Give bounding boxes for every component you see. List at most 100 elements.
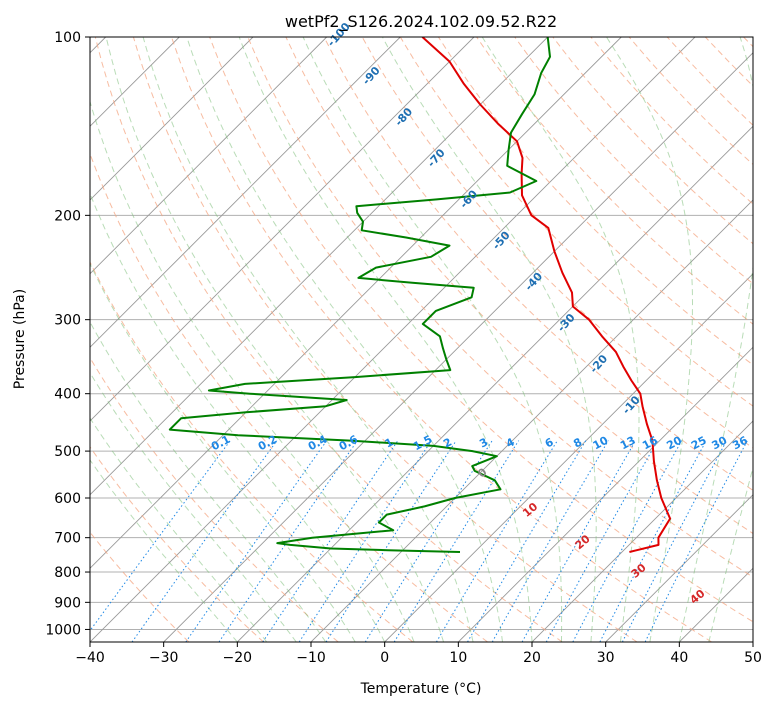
- moist-adiabat-line: [142, 37, 474, 642]
- plot-frame: [89, 36, 754, 643]
- y-tick-label: 400: [54, 387, 81, 403]
- mixing-ratio-label: 36: [730, 434, 750, 453]
- isotherm-line: [90, 37, 254, 201]
- x-axis-label: Temperature (°C): [360, 681, 482, 697]
- dry-adiabat-line: [90, 356, 339, 642]
- dewpoint-profile-line: [168, 37, 551, 553]
- isotherm-line: [90, 37, 401, 348]
- x-tick-label: −20: [223, 650, 253, 666]
- moist-adiabat-line: [90, 262, 356, 642]
- mixing-ratio-line: [491, 440, 609, 642]
- mixing-ratio-line: [185, 440, 328, 642]
- moist-adiabat-line: [678, 37, 753, 642]
- x-axis-ticks: −40 −30 −20 −10 0 10 20 30 40 50: [75, 642, 762, 666]
- x-tick-label: 40: [670, 650, 688, 666]
- y-tick-label: 300: [54, 313, 81, 329]
- mixing-ratio-line: [467, 440, 587, 642]
- mixing-ratio-line: [521, 440, 637, 642]
- mixing-ratio-label: 16: [640, 434, 660, 453]
- mixing-ratio-line: [644, 440, 748, 642]
- dry-adiabat-line: [476, 37, 753, 325]
- dry-adiabat-line: [323, 37, 753, 491]
- y-tick-label: 200: [54, 208, 81, 224]
- mixing-ratio-label: 30: [710, 434, 730, 453]
- x-tick-label: 30: [597, 650, 615, 666]
- moist-adiabat-line: [90, 459, 238, 642]
- x-tick-label: 10: [449, 650, 467, 666]
- dry-adiabat-line: [90, 446, 264, 642]
- moist-adiabat-line: [302, 37, 563, 642]
- chart-title: wetPf2_S126.2024.102.09.52.R22: [285, 12, 557, 32]
- isotherm-lines: [90, 37, 753, 642]
- moist-adiabat-line: [708, 465, 753, 642]
- x-tick-label: 0: [380, 650, 389, 666]
- isotherm-line: [90, 37, 549, 496]
- dry-adiabat-line: [209, 37, 753, 623]
- moist-adiabat-lines: [90, 37, 753, 642]
- moist-adiabat-line: [186, 37, 503, 642]
- y-tick-label: 900: [54, 595, 81, 611]
- x-tick-label: 20: [523, 650, 541, 666]
- profile-lines: [168, 37, 672, 553]
- y-tick-label: 700: [54, 531, 81, 547]
- y-tick-label: 800: [54, 565, 81, 581]
- y-axis-ticks: 100 200 300 400 500 600 700 800 900 1000: [45, 30, 90, 638]
- isotherm-line: [384, 273, 753, 642]
- moist-adiabat-line: [481, 37, 640, 642]
- moist-adiabat-line: [90, 371, 297, 642]
- mixing-ratio-line: [325, 440, 457, 642]
- y-tick-label: 500: [54, 444, 81, 460]
- isotherm-line: [605, 494, 753, 642]
- mixing-ratio-label: 10: [591, 434, 611, 453]
- mixing-ratio-line: [364, 440, 493, 642]
- mixing-ratio-line: [90, 440, 231, 632]
- y-tick-label: 100: [54, 30, 81, 46]
- x-tick-label: −10: [296, 650, 326, 666]
- moist-adiabat-line: [90, 192, 386, 642]
- dry-adiabat-line: [132, 37, 638, 642]
- mixing-ratio-line: [262, 440, 399, 642]
- dry-adiabat-line: [285, 37, 753, 535]
- isotherm-line: [90, 37, 622, 569]
- mixing-ratio-label: 25: [689, 434, 709, 453]
- moist-adiabat-line: [90, 99, 415, 642]
- mixing-ratio-label: 20: [664, 434, 684, 453]
- isotherm-line: [90, 37, 475, 422]
- mixing-ratio-line: [545, 440, 659, 642]
- x-tick-label: −30: [149, 650, 179, 666]
- mixing-ratio-line: [435, 440, 558, 642]
- temperature-profile-line: [421, 37, 672, 553]
- dry-adiabat-line: [94, 37, 563, 642]
- mixing-ratio-line: [572, 440, 683, 642]
- dry-adiabat-line: [90, 260, 414, 642]
- dry-adiabat-lines: [90, 37, 753, 642]
- isotherm-line: [90, 37, 328, 275]
- moist-adiabat-line: [381, 37, 597, 642]
- dry-adiabat-line: [247, 37, 753, 578]
- isotherm-line: [531, 420, 753, 642]
- mixing-ratio-line: [298, 440, 432, 642]
- y-tick-label: 600: [54, 491, 81, 507]
- mixing-ratio-line: [131, 440, 278, 642]
- y-tick-label: 1000: [45, 622, 81, 638]
- mixing-ratio-line: [393, 440, 520, 642]
- mixing-ratio-label: 13: [618, 434, 638, 453]
- isotherm-line: [163, 52, 753, 642]
- isobar-gridlines: [90, 37, 753, 630]
- dry-adiabat-line: [171, 37, 712, 642]
- moist-adiabat-line: [90, 417, 268, 642]
- moist-adiabat-line: [105, 37, 445, 642]
- moist-adiabat-line: [606, 37, 693, 642]
- x-tick-label: −40: [75, 650, 105, 666]
- x-tick-label: 50: [744, 650, 762, 666]
- moist-adiabat-line: [238, 37, 533, 642]
- isotherm-line: [236, 125, 753, 642]
- mixing-ratio-lines: [90, 440, 748, 642]
- isotherm-line: [90, 37, 696, 642]
- dry-adiabat-line: [514, 37, 753, 285]
- moist-adiabat-line: [90, 321, 327, 642]
- isotherm-line: [457, 346, 753, 642]
- y-axis-label: Pressure (hPa): [12, 289, 28, 389]
